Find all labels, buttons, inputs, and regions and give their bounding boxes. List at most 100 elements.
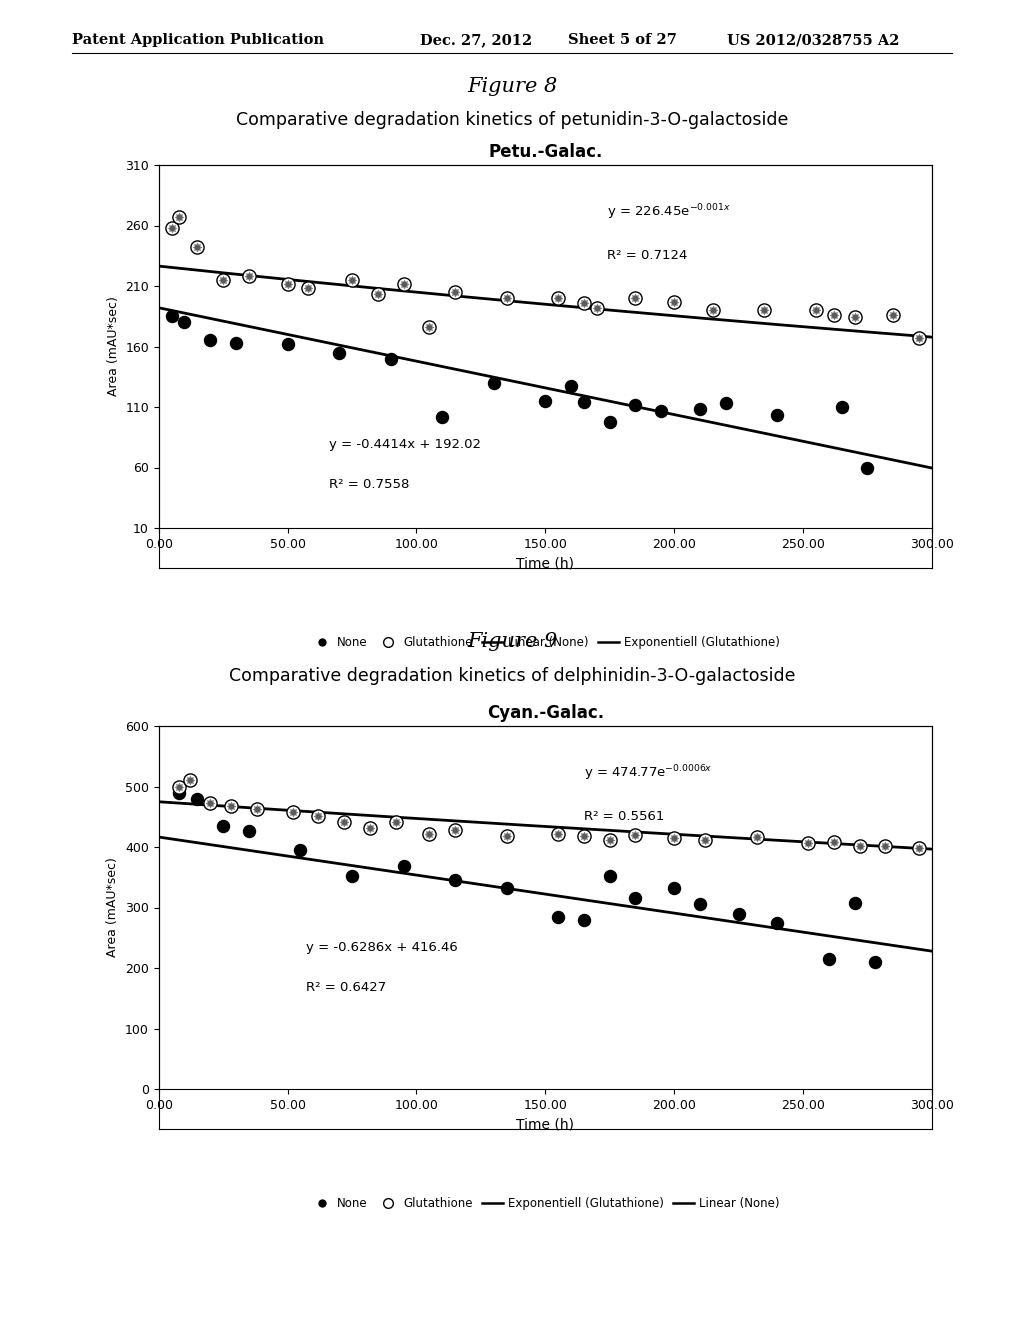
Point bbox=[189, 788, 206, 809]
Point bbox=[344, 269, 360, 290]
Point bbox=[434, 407, 451, 428]
Point bbox=[202, 793, 218, 814]
Point bbox=[241, 265, 257, 286]
Point bbox=[800, 832, 816, 853]
Point bbox=[885, 305, 901, 326]
Point bbox=[421, 317, 437, 338]
Point bbox=[388, 810, 404, 832]
Point bbox=[280, 334, 296, 355]
Point bbox=[499, 288, 515, 309]
Point bbox=[769, 405, 785, 426]
X-axis label: Time (h): Time (h) bbox=[516, 556, 574, 570]
Text: Sheet 5 of 27: Sheet 5 of 27 bbox=[568, 33, 677, 48]
Point bbox=[538, 391, 554, 412]
Y-axis label: Area (mAU*sec): Area (mAU*sec) bbox=[106, 297, 120, 396]
Point bbox=[730, 903, 746, 924]
Point bbox=[628, 888, 644, 909]
Point bbox=[171, 206, 187, 227]
Point bbox=[550, 288, 566, 309]
Point bbox=[164, 218, 180, 239]
Text: US 2012/0328755 A2: US 2012/0328755 A2 bbox=[727, 33, 899, 48]
Point bbox=[370, 284, 386, 305]
Text: Figure 9: Figure 9 bbox=[467, 632, 557, 651]
Point bbox=[499, 876, 515, 898]
Point bbox=[867, 952, 884, 973]
Point bbox=[910, 838, 927, 859]
Point bbox=[575, 293, 592, 314]
Point bbox=[215, 269, 231, 290]
Point bbox=[825, 832, 842, 853]
Point bbox=[601, 829, 617, 850]
Point bbox=[202, 793, 218, 814]
Point bbox=[499, 288, 515, 309]
Point bbox=[800, 832, 816, 853]
Point bbox=[280, 273, 296, 294]
Point bbox=[499, 825, 515, 846]
Point bbox=[300, 279, 316, 300]
Point bbox=[292, 840, 308, 861]
Point bbox=[285, 801, 301, 822]
Point bbox=[361, 817, 378, 838]
Legend: None, Glutathione, Linear (None), Exponentiell (Glutathione): None, Glutathione, Linear (None), Expone… bbox=[311, 636, 779, 649]
Point bbox=[249, 799, 265, 820]
Text: Comparative degradation kinetics of petunidin-3-O-galactoside: Comparative degradation kinetics of petu… bbox=[236, 111, 788, 129]
Point bbox=[446, 870, 463, 891]
Point bbox=[666, 828, 682, 849]
Point bbox=[666, 292, 682, 313]
Point bbox=[249, 799, 265, 820]
Point bbox=[446, 820, 463, 841]
Point bbox=[310, 805, 327, 826]
Point bbox=[666, 292, 682, 313]
Point bbox=[628, 824, 644, 846]
Point bbox=[370, 284, 386, 305]
Point bbox=[164, 306, 180, 327]
Point bbox=[697, 829, 714, 850]
Point bbox=[666, 828, 682, 849]
Point bbox=[834, 396, 850, 417]
Point bbox=[575, 825, 592, 846]
Point bbox=[756, 300, 772, 321]
Point bbox=[189, 236, 206, 257]
Point bbox=[421, 317, 437, 338]
Point bbox=[550, 824, 566, 845]
Point bbox=[550, 288, 566, 309]
Point bbox=[749, 826, 765, 847]
Point bbox=[181, 770, 198, 791]
Text: Dec. 27, 2012: Dec. 27, 2012 bbox=[420, 33, 532, 48]
Point bbox=[601, 866, 617, 887]
Point bbox=[628, 288, 644, 309]
Point bbox=[550, 824, 566, 845]
Point bbox=[189, 236, 206, 257]
Point bbox=[550, 824, 566, 845]
Point bbox=[563, 376, 580, 397]
Point bbox=[344, 866, 360, 887]
Point bbox=[202, 330, 218, 351]
Point bbox=[241, 265, 257, 286]
X-axis label: Time (h): Time (h) bbox=[516, 1117, 574, 1131]
Point bbox=[189, 236, 206, 257]
Point bbox=[370, 284, 386, 305]
Point bbox=[222, 795, 239, 816]
Point bbox=[550, 906, 566, 927]
Point bbox=[808, 300, 824, 321]
Point bbox=[705, 300, 721, 321]
Point bbox=[847, 308, 863, 329]
Point bbox=[164, 218, 180, 239]
Y-axis label: Area (mAU*sec): Area (mAU*sec) bbox=[106, 858, 120, 957]
Point bbox=[395, 273, 412, 294]
Point bbox=[388, 810, 404, 832]
Point bbox=[575, 825, 592, 846]
Point bbox=[575, 825, 592, 846]
Point bbox=[421, 824, 437, 845]
Point bbox=[446, 820, 463, 841]
Point bbox=[499, 825, 515, 846]
Point bbox=[361, 817, 378, 838]
Point bbox=[878, 836, 894, 857]
Point bbox=[176, 312, 193, 333]
Title: Petu.-Galac.: Petu.-Galac. bbox=[488, 143, 602, 161]
Point bbox=[808, 300, 824, 321]
Point bbox=[215, 816, 231, 837]
Point bbox=[181, 770, 198, 791]
Point bbox=[310, 805, 327, 826]
Point bbox=[601, 411, 617, 432]
